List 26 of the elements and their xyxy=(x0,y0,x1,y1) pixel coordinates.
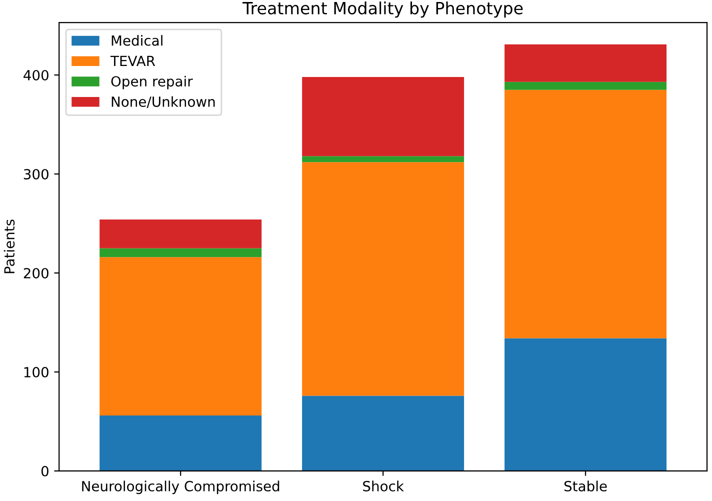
y-tick-label: 200 xyxy=(24,268,48,278)
bar xyxy=(504,90,667,338)
bar xyxy=(100,416,262,471)
y-tick-label: 100 xyxy=(24,366,48,378)
y-tick-label: 400 xyxy=(24,70,48,80)
bar xyxy=(504,338,667,471)
y-tick-label: 0 xyxy=(41,466,48,476)
y-tick-label: 300 xyxy=(24,168,48,180)
legend-label: None/Unknown xyxy=(112,96,215,108)
legend-label: TEVAR xyxy=(110,56,156,66)
x-tick-label: Neurologically Compromised xyxy=(82,480,280,494)
y-axis-title: Patients xyxy=(4,220,15,274)
legend-label: Medical xyxy=(112,35,162,46)
legend-label: Open repair xyxy=(111,76,193,90)
bar xyxy=(504,82,667,90)
bar xyxy=(302,76,464,156)
bar xyxy=(100,220,262,248)
bar xyxy=(100,257,262,416)
x-tick-label: Shock xyxy=(363,480,404,492)
bar xyxy=(100,248,262,258)
bar xyxy=(302,156,464,162)
bar xyxy=(302,396,464,471)
chart-title: Treatment Modality by Phenotype xyxy=(242,2,523,18)
bar xyxy=(504,44,667,82)
x-tick-label: Stable xyxy=(564,480,607,492)
bar xyxy=(302,162,464,396)
